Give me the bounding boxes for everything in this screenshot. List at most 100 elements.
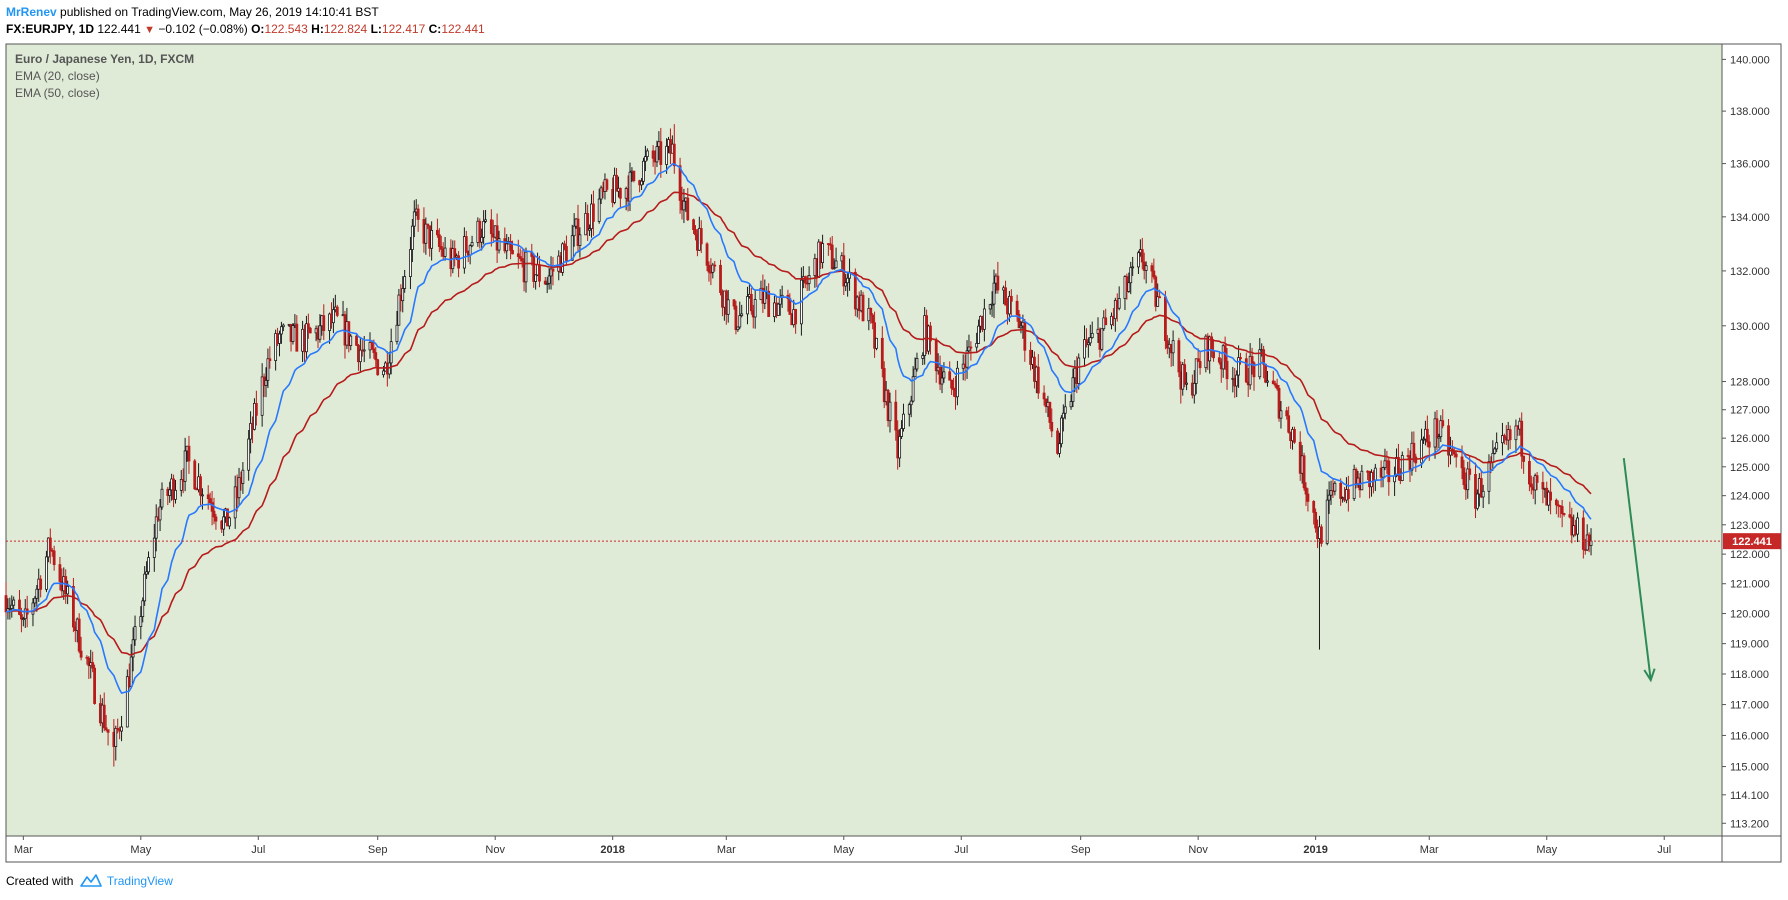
candle-body bbox=[1487, 461, 1491, 492]
author-link[interactable]: MrRenev bbox=[6, 5, 57, 19]
candle-body bbox=[921, 355, 925, 359]
candle-body bbox=[443, 247, 447, 257]
candle-body bbox=[1312, 500, 1316, 513]
candle-body bbox=[349, 335, 353, 346]
time-tick-label: Sep bbox=[368, 844, 388, 856]
price-tick-label: 138.000 bbox=[1730, 106, 1770, 118]
price-tick-label: 132.000 bbox=[1730, 266, 1770, 278]
candle-body bbox=[549, 268, 553, 277]
candle-body bbox=[532, 256, 536, 282]
candle-body bbox=[1476, 493, 1479, 509]
candle-body bbox=[1293, 429, 1296, 443]
time-tick-label: May bbox=[130, 844, 151, 856]
candle-body bbox=[505, 243, 509, 252]
candle-body bbox=[1302, 455, 1306, 489]
candle-body bbox=[372, 348, 376, 353]
candle-body bbox=[711, 264, 715, 273]
candle-body bbox=[969, 346, 973, 349]
tradingview-link[interactable]: TradingView bbox=[106, 874, 173, 888]
candle-body bbox=[1304, 487, 1308, 495]
candle-body bbox=[268, 358, 272, 362]
candle-body bbox=[672, 143, 676, 167]
candle-body bbox=[306, 323, 310, 329]
candle-body bbox=[778, 296, 782, 305]
price-tick-label: 136.000 bbox=[1730, 159, 1770, 171]
candle-body bbox=[561, 243, 564, 273]
price-tick-label: 113.200 bbox=[1730, 818, 1769, 830]
footer: Created with TradingView bbox=[6, 873, 173, 890]
candle-body bbox=[480, 236, 484, 243]
candle-body bbox=[208, 498, 212, 504]
candle-body bbox=[520, 258, 524, 262]
price-tick-label: 123.000 bbox=[1730, 520, 1770, 532]
candle-body bbox=[1528, 461, 1531, 485]
candle-body bbox=[1549, 491, 1552, 501]
candle-body bbox=[1104, 317, 1108, 326]
change-value: −0.102 (−0.08%) bbox=[158, 22, 248, 36]
time-tick-label: Nov bbox=[1188, 844, 1208, 856]
candle-body bbox=[241, 469, 245, 484]
candle-body bbox=[1479, 478, 1483, 498]
candle-body bbox=[1113, 300, 1117, 320]
candle-body bbox=[1171, 340, 1175, 354]
candle-body bbox=[206, 494, 210, 500]
candle-body bbox=[871, 314, 875, 324]
candle-body bbox=[133, 626, 137, 641]
candle-body bbox=[104, 727, 108, 731]
candle-body bbox=[534, 274, 538, 282]
open-value: 122.543 bbox=[264, 22, 308, 36]
candle-body bbox=[913, 368, 917, 378]
candle-body bbox=[436, 229, 439, 236]
candle-body bbox=[659, 141, 663, 165]
candle-body bbox=[106, 729, 110, 733]
candle-body bbox=[873, 322, 876, 349]
candle-body bbox=[832, 267, 836, 270]
high-label: H: bbox=[311, 22, 324, 36]
candle-body bbox=[1110, 315, 1113, 326]
candle-body bbox=[1069, 401, 1073, 408]
candle-body bbox=[31, 602, 35, 615]
candle-body bbox=[1019, 325, 1023, 329]
time-tick-label: Mar bbox=[14, 844, 33, 856]
candle-body bbox=[990, 303, 994, 306]
price-tick-label: 118.000 bbox=[1730, 669, 1769, 681]
candle-body bbox=[45, 556, 48, 590]
candle-body bbox=[948, 371, 952, 381]
candle-body bbox=[1279, 410, 1283, 419]
candle-body bbox=[401, 288, 405, 302]
ema20-line bbox=[5, 163, 1592, 695]
candle-body bbox=[767, 290, 771, 317]
down-triangle-icon: ▼ bbox=[144, 24, 155, 36]
candle-body bbox=[1581, 517, 1585, 550]
candle-body bbox=[1196, 358, 1200, 362]
candle-body bbox=[1587, 534, 1591, 546]
candle-body bbox=[516, 253, 520, 257]
candle-body bbox=[397, 294, 401, 326]
candle-body bbox=[249, 423, 252, 440]
candle-body bbox=[1493, 448, 1497, 454]
price-tick-label: 126.000 bbox=[1730, 433, 1770, 445]
candle-body bbox=[929, 325, 932, 342]
candle-body bbox=[154, 516, 158, 539]
candle-body bbox=[1520, 420, 1524, 457]
candle-body bbox=[1383, 460, 1387, 468]
candle-body bbox=[374, 352, 378, 361]
candle-body bbox=[160, 488, 164, 508]
candle-body bbox=[1277, 387, 1281, 419]
candle-body bbox=[1287, 415, 1291, 433]
candle-body bbox=[484, 219, 487, 222]
candle-body bbox=[1050, 421, 1054, 432]
candle-body bbox=[655, 146, 659, 163]
candle-body bbox=[426, 223, 430, 227]
candle-body bbox=[1129, 267, 1133, 284]
candle-body bbox=[588, 228, 591, 231]
time-axis[interactable]: Mar May Jul Sep Nov 2018 Mar May Jul Sep Nov 2019 Ma… bbox=[14, 836, 1671, 856]
price-axis[interactable]: 113.200 114.100 115.000 116.000 117.000 118.0… bbox=[1722, 54, 1770, 830]
plot-area[interactable] bbox=[6, 44, 1722, 836]
candle-body bbox=[409, 249, 412, 277]
down-arrow-annotation bbox=[1622, 458, 1656, 683]
candle-body bbox=[592, 203, 595, 222]
candle-body bbox=[437, 234, 441, 247]
candle-body bbox=[888, 401, 892, 422]
